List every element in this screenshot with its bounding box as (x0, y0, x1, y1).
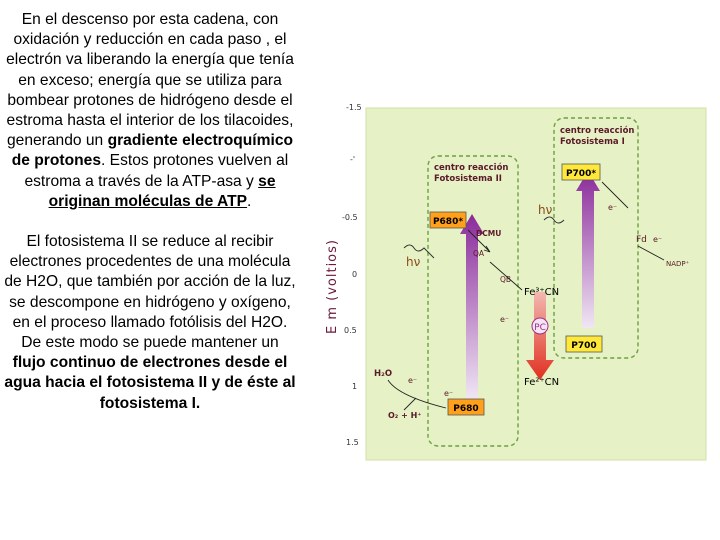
electron-label: e⁻ (408, 376, 417, 385)
z-scheme-diagram: E m (voltios) -1.5 -' -0.5 0 0.5 1 1.5 c… (325, 103, 707, 461)
ps2-label-line1: centro reacción (434, 162, 508, 173)
p680-box (447, 398, 485, 416)
electron-label: e⁻ (444, 389, 453, 398)
tick-label: 0.5 (344, 326, 357, 335)
p1-text-e: . (247, 192, 252, 210)
tick-label: -0.5 (342, 213, 358, 222)
p700-box (565, 335, 603, 353)
ps1-label-line1: centro reacción (560, 125, 634, 136)
pq-electron-arrow (467, 229, 491, 253)
p680-excited-label: P680* (433, 217, 463, 227)
paragraph-photolysis: El fotosistema II se reduce al recibir e… (4, 232, 296, 414)
p700-excited-box (561, 163, 601, 181)
water-label: H₂O (374, 369, 392, 379)
tick-label: -1.5 (346, 103, 362, 112)
tick-label: -' (350, 155, 355, 164)
qa-label: QA (473, 249, 485, 258)
explanatory-text: En el descenso por esta cadena, con oxid… (4, 10, 296, 414)
ps1-label-line2: Fotosistema I (560, 137, 625, 147)
p700-label: P700 (571, 341, 596, 351)
fd-electron-arrow (601, 181, 629, 209)
fe2-label: Fe²⁺CN (524, 377, 559, 388)
axis-label: E m (voltios) (325, 239, 340, 334)
fd-label: Fd (636, 235, 647, 245)
electron-label: e⁻ (653, 235, 662, 244)
dcmu-label: DCMU (476, 229, 501, 238)
ps1-excitation-arrow (576, 171, 600, 328)
pc-label: PC (534, 323, 546, 333)
photosystem-i-region (553, 117, 639, 359)
nadp-electron-arrow (637, 245, 665, 261)
tick-label: 1.5 (346, 438, 359, 447)
nadp-label: NADP⁺ (666, 260, 690, 268)
fe3-label: Fe³⁺CN (524, 287, 559, 298)
atp-link[interactable]: se originan moléculas de ATP (48, 172, 276, 210)
photosystem-ii-region (427, 155, 519, 447)
electron-label: e⁻ (500, 315, 509, 324)
p1-text-c: . Estos protones vuelven al estroma a tr… (24, 152, 289, 190)
gradient-emphasis: gradiente electroquímico de protones (11, 132, 294, 170)
electron-descent-arrow (526, 292, 554, 380)
qb-electron-arrow (489, 261, 523, 291)
paragraph-electron-descent: En el descenso por esta cadena, con oxid… (4, 10, 296, 212)
electron-label: e⁻ (608, 203, 617, 212)
p680-label: P680 (453, 404, 478, 414)
plastocyanin-circle (531, 317, 549, 335)
tick-label: 1 (352, 382, 357, 391)
light-arrow-ps2 (403, 244, 435, 259)
light-label-ps2: hν (406, 255, 421, 269)
oxygen-label: O₂ + H⁺ (388, 411, 422, 420)
p1-text-a: En el descenso por esta cadena, con oxid… (6, 11, 294, 150)
electron-flow-emphasis: flujo continuo de electrones desde el ag… (4, 354, 296, 412)
ps2-excitation-arrow (460, 214, 484, 399)
p680-excited-box (429, 211, 467, 229)
ps2-label-line2: Fotosistema II (434, 174, 502, 184)
light-arrow-ps1 (543, 216, 565, 224)
tick-label: 0 (352, 270, 357, 279)
diagram-background (365, 107, 707, 461)
water-oxidation-arrow (387, 379, 447, 409)
p2-text-a: El fotosistema II se reduce al recibir e… (4, 233, 296, 352)
p700-excited-label: P700* (566, 169, 596, 179)
oxygen-release-arrow (403, 397, 417, 411)
qb-label: QB (500, 275, 511, 284)
light-label-ps1: hν (538, 203, 553, 217)
